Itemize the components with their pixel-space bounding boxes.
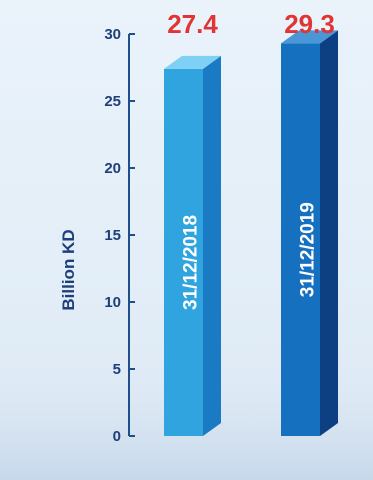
bar-side-face bbox=[320, 30, 338, 436]
bar-value-label: 27.4 bbox=[167, 9, 218, 39]
bar-value-label: 29.3 bbox=[284, 9, 335, 39]
y-axis: 0 5 10 15 20 25 30 bbox=[104, 26, 135, 445]
bar-top-face bbox=[281, 30, 338, 44]
y-tick-label: 15 bbox=[104, 227, 121, 244]
y-tick-label: 25 bbox=[104, 93, 121, 110]
bar-front-face bbox=[164, 68, 203, 436]
y-axis-label: Billion KD bbox=[59, 229, 78, 310]
y-tick-label: 0 bbox=[113, 428, 121, 445]
bars: 31/12/2018 27.4 31/12/2019 29.3 bbox=[164, 9, 338, 437]
y-tick-label: 20 bbox=[104, 160, 121, 177]
y-tick-label: 30 bbox=[104, 26, 121, 43]
bar-0: 31/12/2018 27.4 bbox=[164, 9, 221, 437]
bar-category-label: 31/12/2019 bbox=[298, 202, 319, 297]
bar-1: 31/12/2019 29.3 bbox=[281, 9, 338, 436]
bar-category-label: 31/12/2018 bbox=[181, 215, 202, 310]
bar-side-face bbox=[203, 55, 221, 437]
bar-top-face bbox=[164, 55, 221, 69]
bar-front-face bbox=[281, 43, 320, 436]
y-tick-label: 10 bbox=[104, 294, 121, 311]
y-tick-label: 5 bbox=[113, 361, 121, 378]
